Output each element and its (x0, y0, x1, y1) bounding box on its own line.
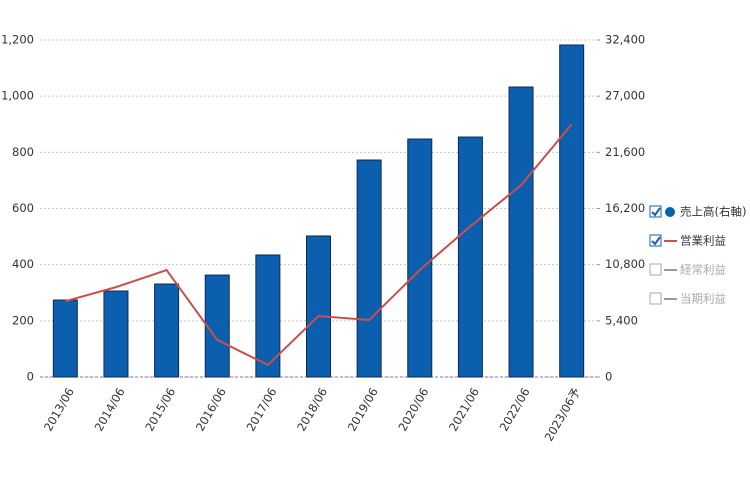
y2-tick-label: 16,200 (605, 201, 645, 215)
legend-check (651, 236, 661, 246)
legend-item[interactable]: 売上高(右軸) (649, 205, 746, 219)
bar (457, 136, 483, 378)
x-tick-label: 2015/06 (142, 385, 178, 433)
legend-item[interactable]: 営業利益 (649, 234, 726, 248)
bar (103, 290, 129, 378)
bar (559, 44, 585, 378)
x-tick-label: 2014/06 (92, 385, 128, 433)
legend-label: 営業利益 (680, 234, 726, 248)
y2-tick-label: 10,800 (605, 257, 645, 271)
y2-tick-label: 21,600 (605, 145, 645, 159)
bar (407, 138, 433, 378)
legend-symbol (665, 207, 675, 217)
y-tick-label: 1,000 (1, 89, 34, 103)
y2-tick-label: 0 (605, 370, 612, 384)
x-tick-label: 2013/06 (41, 385, 77, 433)
y-tick-label: 800 (12, 145, 34, 159)
legend-label: 当期利益 (680, 292, 726, 306)
line (65, 123, 573, 367)
y-tick-label: 600 (12, 201, 34, 215)
y-tick-label: 0 (27, 370, 34, 384)
y-tick-label: 200 (12, 313, 34, 327)
bar (508, 86, 534, 378)
legend-checkbox[interactable] (649, 263, 662, 276)
bar (356, 159, 382, 378)
legend-label: 経常利益 (680, 263, 726, 277)
x-tick-label: 2022/06 (497, 385, 533, 433)
x-tick-label: 2021/06 (446, 385, 482, 433)
x-tick-label: 2023/06予 (542, 385, 584, 443)
legend-checkbox[interactable] (649, 205, 662, 218)
legend-checkbox[interactable] (649, 292, 662, 305)
legend-item[interactable]: 経常利益 (649, 263, 726, 277)
y-tick-label: 400 (12, 257, 34, 271)
legend-checkbox[interactable] (649, 234, 662, 247)
bar (52, 299, 78, 378)
bar (306, 235, 331, 378)
legend-label: 売上高(右軸) (680, 205, 746, 219)
x-tick-label: 2019/06 (345, 385, 381, 433)
x-tick-label: 2018/06 (294, 385, 330, 433)
x-tick-label: 2017/06 (243, 385, 279, 433)
x-tick-label: 2020/06 (395, 385, 431, 433)
legend-check (651, 207, 661, 217)
y-tick-label: 1,200 (1, 33, 34, 47)
bar (204, 274, 230, 378)
y2-tick-label: 32,400 (605, 33, 645, 47)
bar (255, 254, 281, 378)
y2-tick-label: 5,400 (605, 313, 638, 327)
legend-item[interactable]: 当期利益 (649, 292, 726, 306)
y2-tick-label: 27,000 (605, 89, 645, 103)
bar (154, 283, 180, 378)
x-tick-label: 2016/06 (193, 385, 229, 433)
